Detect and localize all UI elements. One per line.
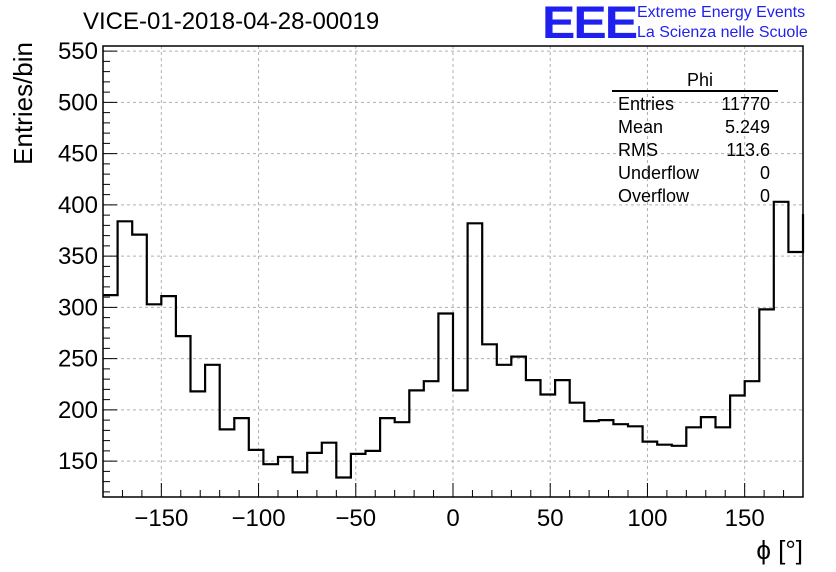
- ticks-layer: [102, 50, 804, 497]
- grid-layer: [103, 46, 803, 497]
- y-tick-label: 500: [58, 89, 98, 116]
- y-tick-label: 350: [58, 243, 98, 270]
- x-tick-label: −100: [232, 505, 286, 532]
- stats-value: 113.6: [726, 140, 770, 160]
- stats-value: 0: [760, 163, 770, 183]
- y-tick-label: 150: [58, 448, 98, 475]
- stats-label: RMS: [618, 140, 658, 160]
- logo-line-1: Extreme Energy Events: [637, 4, 806, 21]
- y-tick-label: 300: [58, 294, 98, 321]
- x-tick-label: 0: [446, 505, 459, 532]
- stats-label: Underflow: [618, 163, 700, 183]
- y-tick-label: 400: [58, 192, 98, 219]
- y-tick-label: 200: [58, 397, 98, 424]
- stats-title: Phi: [687, 70, 713, 90]
- histogram-line: [103, 200, 805, 479]
- x-tick-label: 150: [725, 505, 765, 532]
- stats-label: Mean: [618, 117, 663, 137]
- y-axis-label: Entries/bin: [8, 42, 38, 165]
- stats-label: Overflow: [618, 186, 690, 206]
- x-tick-label: −150: [134, 505, 188, 532]
- x-tick-label: −50: [335, 505, 376, 532]
- stats-value: 0: [760, 186, 770, 206]
- y-tick-label: 550: [58, 38, 98, 65]
- x-axis-label: ϕ [°]: [756, 535, 803, 565]
- eee-logo: EEE: [542, 0, 638, 48]
- y-tick-label: 450: [58, 141, 98, 168]
- y-tick-label: 250: [58, 346, 98, 373]
- stats-box: Phi Entries 11770 Mean 5.249 RMS 113.6 Underflo…: [612, 70, 778, 206]
- x-tick-label: 100: [627, 505, 667, 532]
- labels-layer: −150 −100 −50 0 50 100 150 150 200 250 300 350 400 45…: [8, 38, 803, 565]
- stats-value: 5.249: [725, 117, 770, 137]
- stats-label: Entries: [618, 94, 674, 114]
- logo-line-2: La Scienza nelle Scuole: [637, 24, 808, 41]
- plot-title: VICE-01-2018-04-28-00019: [83, 8, 380, 35]
- x-tick-label: 50: [537, 505, 564, 532]
- stats-value: 11770: [721, 94, 770, 114]
